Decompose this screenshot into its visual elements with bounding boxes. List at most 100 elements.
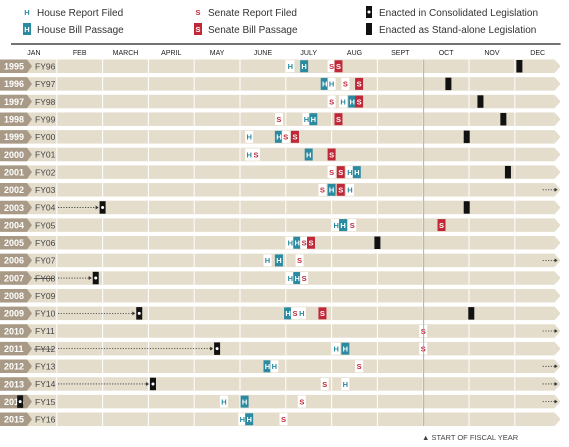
standalone-marker [463, 201, 470, 214]
standalone-marker [500, 112, 507, 126]
house-report-marker-glyph: H [347, 186, 352, 195]
month-label: JULY [300, 50, 317, 57]
year-label: 2015 [4, 415, 24, 425]
house-report-marker-glyph: H [329, 80, 334, 89]
senate-passage-marker-glyph: S [439, 221, 444, 230]
house-report-marker-glyph: H [288, 239, 293, 248]
senate-report-marker [252, 148, 261, 161]
house-passage-marker [300, 60, 309, 73]
house-report-marker-glyph: H [265, 256, 270, 265]
fiscal-year-label: FY07 [35, 256, 56, 266]
year-tab [0, 341, 32, 356]
house-report-marker [345, 166, 354, 179]
month-label: OCT [439, 50, 455, 57]
year-row: 1995 FY96 H H S S [0, 59, 561, 73]
house-report-marker-glyph: H [343, 380, 348, 389]
senate-passage-marker-glyph: S [336, 115, 341, 124]
house-report-marker [297, 307, 306, 320]
standalone-marker [468, 307, 475, 320]
house-passage-marker [245, 413, 254, 426]
standalone-marker [463, 130, 470, 144]
senate-report-marker-glyph: S [320, 186, 325, 195]
fiscal-year-label: FY06 [35, 238, 56, 248]
consolidated-marker-dot [101, 205, 105, 209]
standalone-marker [445, 77, 452, 91]
house-passage-marker-glyph: H [354, 168, 359, 177]
senate-report-marker-glyph: S [343, 80, 348, 89]
senate-passage-marker [437, 219, 446, 232]
carryover-arrowhead [95, 205, 99, 210]
senate-report-marker [327, 166, 336, 179]
senate-report-marker [297, 395, 306, 408]
year-row: 2003 FY04 [0, 200, 561, 215]
house-report-marker-glyph: H [340, 97, 345, 106]
year-tab [0, 200, 32, 215]
consolidated-marker-dot [18, 400, 22, 404]
senate-report-marker [355, 360, 364, 373]
year-band-arrow [554, 112, 561, 126]
continuing-arrowhead [554, 381, 558, 386]
senate-passage-marker [334, 60, 343, 73]
house-report-marker-glyph: H [288, 274, 293, 283]
legend-consolidated-dot [367, 10, 371, 14]
senate-report-marker [327, 95, 336, 108]
year-label: 1997 [4, 97, 24, 107]
house-report-marker-glyph: H [299, 309, 304, 318]
year-band-arrow [554, 306, 561, 321]
senate-passage-marker [336, 183, 345, 196]
year-row: 1997 FY98 S H H S [0, 94, 561, 109]
senate-passage-marker [355, 95, 364, 108]
year-label: 2002 [4, 185, 24, 195]
senate-passage-marker [318, 307, 327, 320]
senate-report-marker-glyph: S [421, 344, 426, 353]
senate-report-marker [341, 77, 350, 90]
house-report-marker [345, 183, 354, 196]
year-tab [0, 130, 32, 144]
year-label: 2004 [4, 220, 24, 230]
continuing-arrowhead [554, 399, 558, 404]
year-label: 1998 [4, 115, 24, 125]
legend-house_report-icon [23, 6, 31, 18]
fiscal-year-label: FY01 [35, 150, 56, 160]
year-row: 1999 FY00 H H S S [0, 130, 561, 144]
senate-passage-marker-glyph: S [336, 62, 341, 71]
house-report-marker [286, 60, 295, 73]
year-label: 1999 [4, 132, 24, 142]
fiscal-year-label: FY99 [35, 114, 56, 124]
year-band-arrow [554, 59, 561, 73]
fiscal-year-label: FY13 [35, 362, 56, 372]
year-row: 1996 FY97 H H S S [0, 77, 561, 91]
standalone-marker [374, 236, 381, 249]
legend-senate_report-icon [194, 6, 202, 18]
legend-house_report-glyph: H [24, 8, 29, 17]
continuing-arrowhead [554, 258, 558, 263]
legend-label: Enacted as Stand-alone Legislation [379, 25, 536, 36]
year-label: 2001 [4, 167, 24, 177]
house-passage-marker-glyph: H [311, 115, 316, 124]
fiscal-year-footnote: ▲ START OF FISCAL YEAR [422, 433, 519, 442]
standalone-marker [477, 95, 484, 108]
house-report-marker-glyph: H [333, 221, 338, 230]
house-passage-marker-glyph: H [301, 62, 306, 71]
year-row: 2009 FY10 H S H S [0, 306, 561, 321]
house-passage-marker [284, 307, 293, 320]
year-band [11, 94, 555, 109]
year-label: 2009 [4, 309, 24, 319]
year-band [11, 271, 555, 285]
senate-passage-marker-glyph: S [338, 168, 343, 177]
house-passage-marker-glyph: H [285, 309, 290, 318]
year-tab [0, 147, 32, 162]
senate-report-marker [320, 377, 329, 390]
year-label: 2011 [4, 344, 24, 354]
year-band [11, 236, 555, 250]
house-report-marker [332, 342, 341, 355]
year-tab [0, 77, 32, 91]
year-band-arrow [554, 412, 561, 426]
year-row: 2011 FY12 H H S [0, 341, 561, 356]
year-row: 1998 FY99 S H H S [0, 112, 561, 126]
fiscal-year-label: FY11 [35, 326, 55, 336]
senate-report-marker [274, 113, 283, 126]
house-passage-marker [309, 113, 318, 126]
fiscal-year-label: FY00 [35, 132, 56, 142]
